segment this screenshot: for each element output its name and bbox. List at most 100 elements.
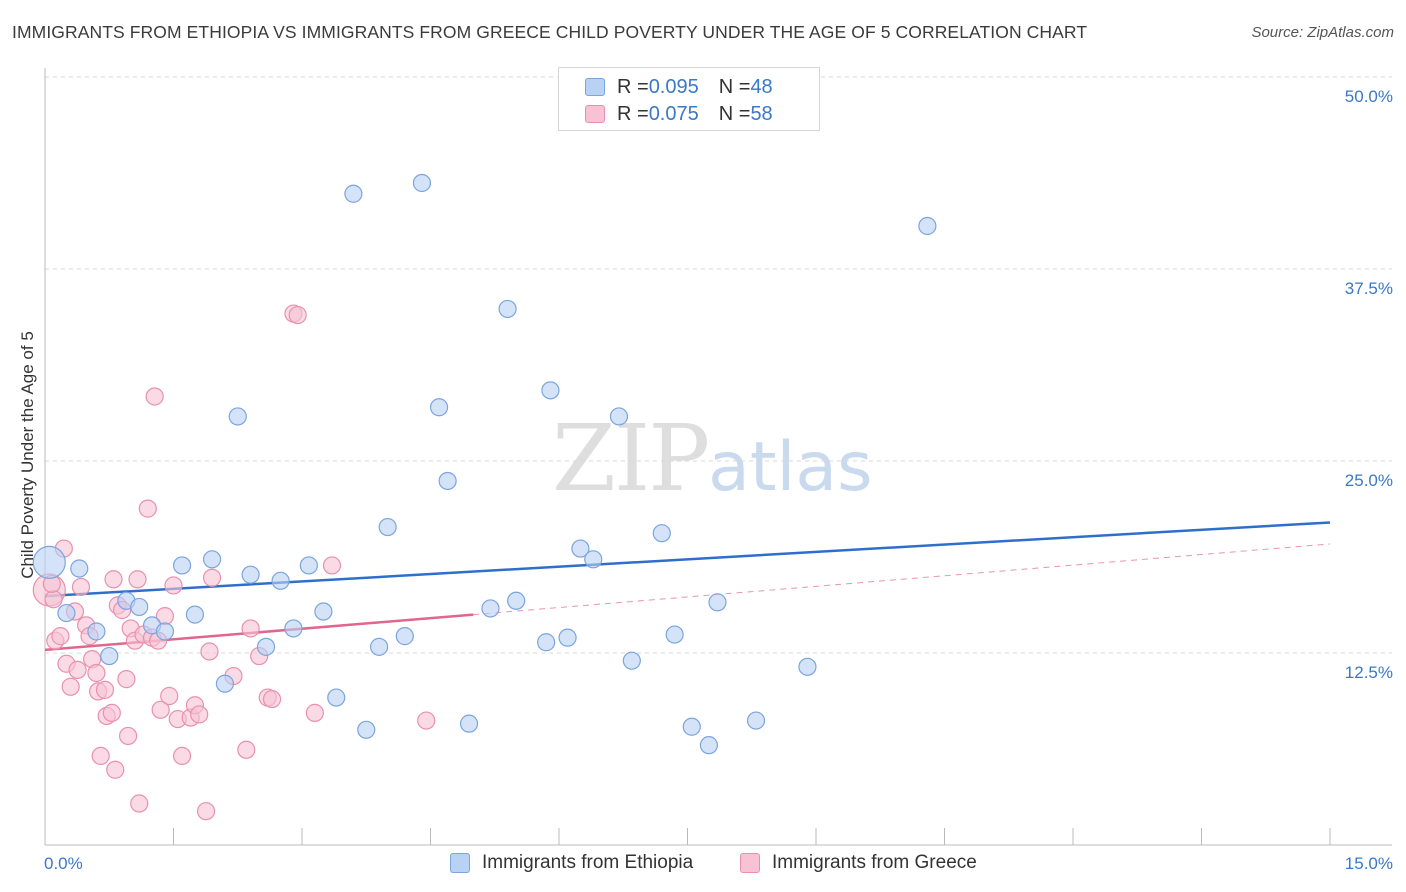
ethiopia-point: [228, 407, 247, 426]
y-tick-label: 50.0%: [1345, 87, 1393, 106]
ethiopia-point: [438, 471, 457, 491]
x-tick-label: 0.0%: [44, 854, 83, 873]
bottom-legend-greece: Immigrants from Greece: [740, 852, 977, 874]
ethiopia-point: [481, 599, 500, 618]
ethiopia-point: [395, 627, 414, 646]
ethiopia-point: [155, 622, 175, 641]
source-label: Source: ZipAtlas.com: [1251, 24, 1394, 41]
greece-point: [138, 499, 157, 518]
bottom-legend-label-greece: Immigrants from Greece: [772, 852, 977, 873]
chart-title: IMMIGRANTS FROM ETHIOPIA VS IMMIGRANTS F…: [12, 22, 1088, 42]
ethiopia-point: [100, 646, 119, 666]
ethiopia-point: [172, 556, 192, 575]
ethiopia-point: [541, 381, 560, 400]
ethiopia-point: [537, 633, 556, 652]
legend-r-label: R =: [617, 102, 649, 125]
legend-n-value: 58: [750, 102, 773, 125]
legend-r-label: R =: [617, 75, 649, 98]
ethiopia-point: [746, 711, 766, 730]
ethiopia-point: [571, 539, 590, 558]
x-tick-label: 15.0%: [1345, 854, 1393, 873]
ethiopia-point: [357, 720, 376, 739]
ethiopia-point: [70, 559, 89, 578]
ethiopia-point: [498, 299, 517, 319]
ethiopia-point: [682, 717, 701, 736]
ethiopia-point: [344, 184, 363, 203]
greece-trend-line: [44, 613, 474, 652]
ethiopia-point: [652, 524, 671, 543]
greece-point: [190, 705, 209, 724]
bottom-legend-ethiopia: Immigrants from Ethiopia: [450, 852, 693, 874]
greece-point: [417, 711, 436, 730]
legend-r-value: 0.075: [648, 102, 699, 125]
y-tick-label: 37.5%: [1345, 279, 1393, 298]
ethiopia-point: [215, 674, 234, 693]
legend-n-label: N =: [718, 102, 751, 125]
ethiopia-point: [314, 602, 333, 621]
ethiopia-point: [202, 550, 222, 569]
greece-point: [102, 703, 121, 723]
greece-point: [95, 680, 115, 699]
greece-point: [87, 663, 106, 683]
greece-point: [237, 740, 256, 759]
ethiopia-point: [412, 173, 432, 193]
ethiopia-point: [130, 597, 149, 617]
ethiopia-trend-line: [44, 521, 1331, 598]
ethiopia-point: [284, 619, 303, 638]
greece-point: [68, 660, 87, 679]
greece-point: [106, 760, 125, 779]
legend-swatch-greece: [585, 105, 605, 123]
greece-point: [200, 642, 219, 661]
legend-n-value: 48: [750, 75, 773, 98]
trend-lines: [44, 521, 1331, 652]
greece-point: [288, 305, 307, 325]
ethiopia-point: [699, 736, 719, 755]
y-tick-label: 25.0%: [1345, 471, 1393, 490]
ethiopia-point: [327, 688, 346, 707]
axes: [44, 68, 1392, 846]
ethiopia-point: [87, 622, 106, 641]
greece-point: [61, 677, 80, 696]
ethiopia-point: [57, 603, 76, 623]
ethiopia-point: [32, 545, 66, 579]
greece-point: [322, 556, 342, 575]
legend-row-ethiopia: R = 0.095 N = 48: [585, 75, 773, 99]
legend-r-value: 0.095: [648, 75, 699, 98]
ethiopia-point: [378, 517, 397, 537]
bottom-legend-swatch-greece: [740, 853, 760, 873]
greece-point: [164, 576, 183, 595]
legend-n-label: N =: [718, 75, 751, 98]
tick-labels: 12.5% 25.0% 37.5% 50.0% 0.0% 15.0%: [44, 87, 1393, 873]
greece-point: [241, 619, 260, 638]
ethiopia-point: [609, 407, 629, 426]
ethiopia-point: [299, 556, 318, 575]
greece-point: [172, 746, 192, 766]
greece-point: [91, 746, 110, 766]
greece-point: [202, 568, 222, 587]
greece-point: [44, 590, 63, 609]
ethiopia-point: [584, 550, 603, 569]
ethiopia-point: [708, 593, 727, 612]
greece-point: [71, 577, 91, 597]
ethiopia-point: [459, 714, 479, 733]
bottom-legend-label-ethiopia: Immigrants from Ethiopia: [482, 852, 694, 873]
watermark-zip: ZIP: [552, 405, 710, 512]
bottom-legend-swatch-ethiopia: [450, 853, 470, 873]
ethiopia-point: [622, 651, 641, 670]
ethiopia-point: [370, 637, 389, 656]
ethiopia-point: [429, 398, 449, 417]
watermark-atlas: atlas: [708, 428, 873, 507]
ethiopia-point: [798, 657, 817, 676]
ethiopia-point: [507, 591, 526, 610]
ethiopia-point: [241, 565, 260, 584]
greece-point: [118, 726, 138, 746]
watermark: ZIPatlas: [552, 405, 873, 512]
ethiopia-point: [665, 625, 684, 644]
data-points: [32, 173, 937, 821]
ethiopia-point: [918, 216, 937, 236]
greece-point: [117, 670, 136, 689]
greece-point: [145, 387, 164, 406]
ethiopia-point: [185, 605, 205, 624]
greece-point: [130, 794, 149, 813]
